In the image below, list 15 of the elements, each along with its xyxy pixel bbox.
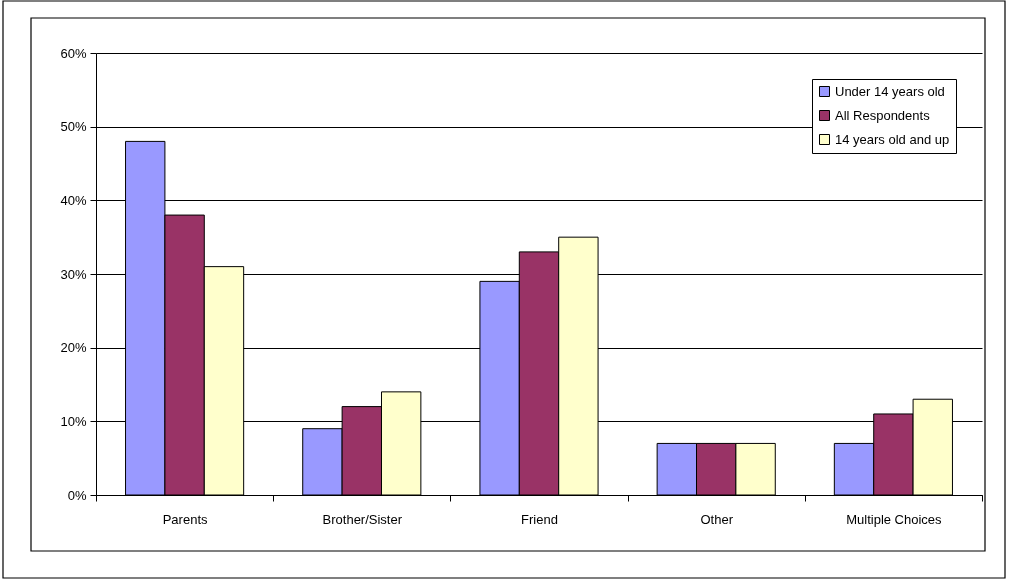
- x-tick-label: Other: [700, 511, 734, 527]
- y-tick-label: 10%: [60, 413, 87, 429]
- y-tick-label: 0%: [67, 487, 87, 503]
- y-tick-label: 40%: [60, 192, 87, 208]
- legend-label: Under 14 years old: [835, 83, 945, 99]
- legend-label: All Respondents: [835, 107, 931, 123]
- x-tick-label: Parents: [162, 511, 208, 527]
- y-tick-label: 50%: [60, 119, 87, 135]
- y-tick-label: 60%: [60, 45, 87, 61]
- x-tick-label: Multiple Choices: [846, 511, 943, 527]
- y-tick-label: 30%: [60, 266, 87, 282]
- x-tick-label: Friend: [521, 511, 558, 527]
- legend-label: 14 years old and up: [835, 131, 950, 147]
- x-tick-label: Brother/Sister: [322, 511, 403, 527]
- y-tick-label: 20%: [60, 340, 87, 356]
